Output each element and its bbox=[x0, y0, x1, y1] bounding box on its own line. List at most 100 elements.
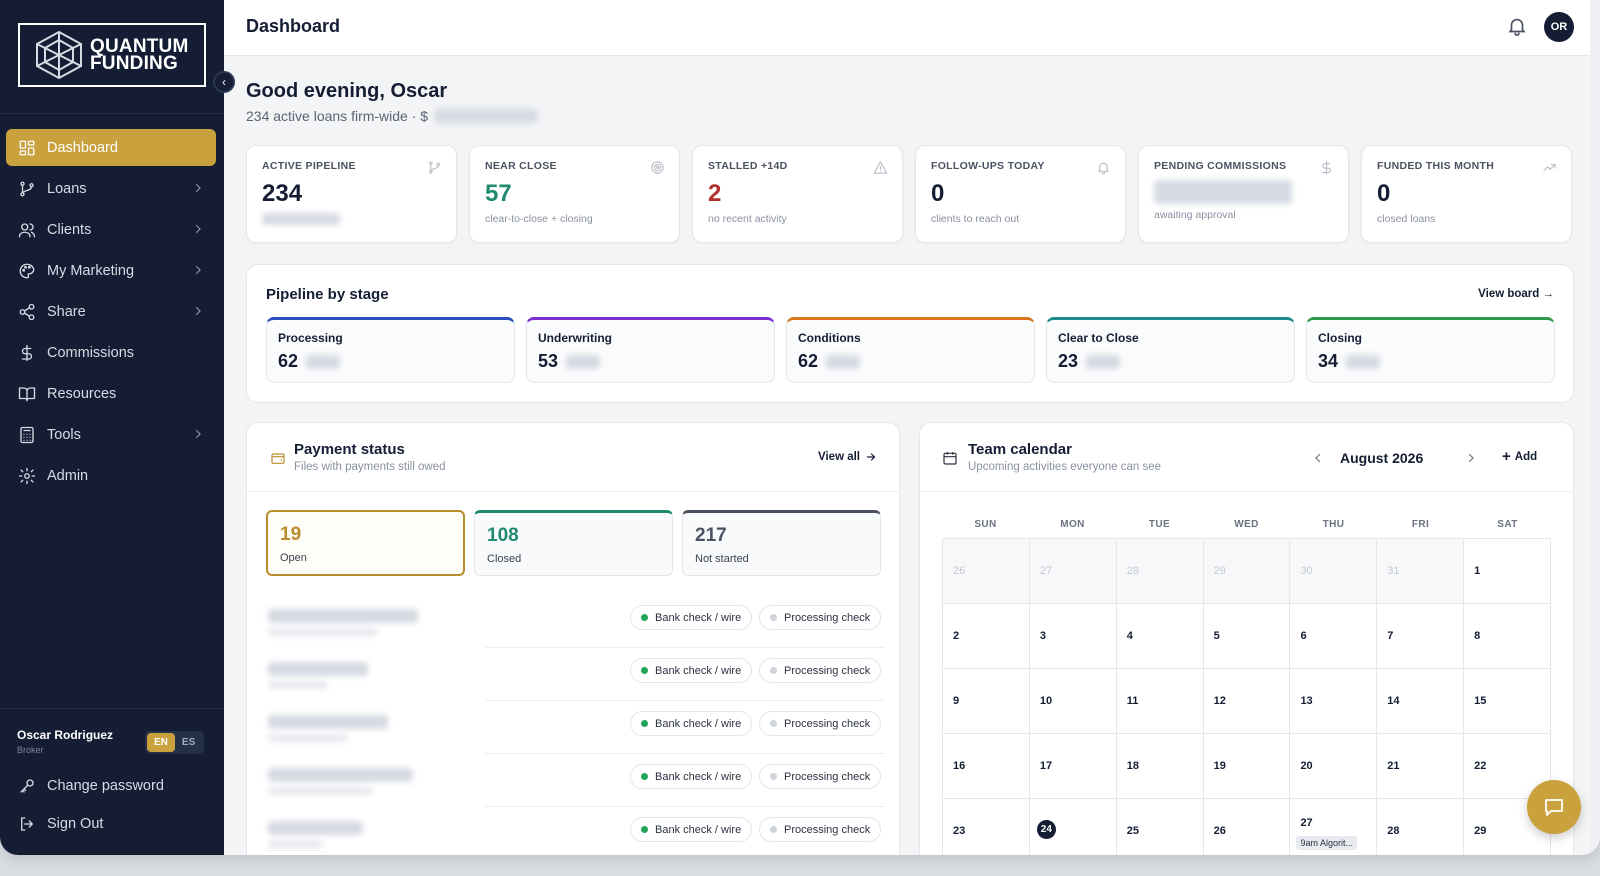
calendar-day[interactable]: 25 bbox=[1117, 799, 1204, 855]
calendar-day[interactable]: 6 bbox=[1290, 604, 1378, 669]
stat-label: FOLLOW-UPS TODAY bbox=[931, 160, 1045, 172]
sidebar-item-label: Admin bbox=[47, 467, 89, 484]
collapse-sidebar-button[interactable]: ‹ bbox=[213, 71, 235, 93]
payment-row[interactable]: Bank check / wire Processing check bbox=[247, 648, 903, 701]
calendar-day[interactable]: 19 bbox=[1203, 734, 1291, 799]
payment-method-badge: Bank check / wire bbox=[630, 764, 753, 789]
calendar-day[interactable]: 22 bbox=[1464, 734, 1552, 799]
stage-processing[interactable]: Processing 62 bbox=[266, 317, 515, 383]
sidebar-item-tools[interactable]: Tools bbox=[6, 416, 216, 453]
calendar-day[interactable]: 2 bbox=[943, 604, 1030, 669]
redacted-value bbox=[1154, 180, 1292, 204]
sidebar-item-admin[interactable]: Admin bbox=[6, 457, 216, 494]
payment-row[interactable]: Bank check / wire Processing check bbox=[247, 595, 903, 648]
calendar-day[interactable]: 18 bbox=[1116, 734, 1204, 799]
calendar-day[interactable]: 5 bbox=[1203, 604, 1291, 669]
payment-tab-label: Open bbox=[280, 552, 307, 564]
payment-tab-not-started[interactable]: 217 Not started bbox=[682, 510, 881, 576]
stat-label: STALLED +14D bbox=[708, 160, 788, 172]
sign-out-link[interactable]: Sign Out bbox=[18, 815, 103, 833]
calendar-day[interactable]: 15 bbox=[1464, 669, 1552, 734]
payment-tab-open[interactable]: 19 Open bbox=[266, 510, 465, 576]
calendar-day[interactable]: 4 bbox=[1116, 604, 1204, 669]
calendar-day[interactable]: 1 bbox=[1464, 539, 1552, 604]
stat-label: NEAR CLOSE bbox=[485, 160, 557, 172]
calendar-event[interactable]: 9am Algorit... bbox=[1296, 836, 1357, 850]
stat-sub bbox=[262, 213, 441, 225]
payment-row[interactable]: Bank check / wire Processing check bbox=[247, 754, 903, 807]
stat-card-active-pipeline[interactable]: ACTIVE PIPELINE 234 bbox=[246, 145, 457, 243]
calendar-day[interactable]: 20 bbox=[1290, 734, 1378, 799]
calendar-day[interactable]: 11 bbox=[1116, 669, 1204, 734]
payment-tab-closed[interactable]: 108 Closed bbox=[474, 510, 673, 576]
next-month-icon[interactable] bbox=[1465, 452, 1477, 464]
stage-clear-to-close[interactable]: Clear to Close 23 bbox=[1046, 317, 1295, 383]
calendar-day[interactable]: 24 bbox=[1030, 799, 1117, 855]
add-event-button[interactable]: + Add bbox=[1502, 448, 1537, 465]
calendar-day[interactable]: 29 bbox=[1203, 539, 1291, 604]
calendar-day[interactable]: 26 bbox=[1204, 799, 1291, 855]
calendar-day[interactable]: 21 bbox=[1377, 734, 1465, 799]
payment-row[interactable]: Bank check / wire Processing check bbox=[247, 807, 903, 855]
stat-card-stalled-14d[interactable]: STALLED +14D 2 no recent activity bbox=[692, 145, 903, 243]
sidebar-item-dashboard[interactable]: Dashboard bbox=[6, 129, 216, 166]
stage-name: Conditions bbox=[798, 331, 861, 345]
calendar-header: Team calendar Upcoming activities everyo… bbox=[968, 441, 1161, 473]
page-scrollbar[interactable] bbox=[1590, 0, 1600, 855]
calendar-day[interactable]: 3 bbox=[1029, 604, 1117, 669]
calendar-day[interactable]: 30 bbox=[1290, 539, 1378, 604]
sidebar-item-resources[interactable]: Resources bbox=[6, 375, 216, 412]
calendar-day[interactable]: 8 bbox=[1464, 604, 1552, 669]
calendar-day[interactable]: 28 bbox=[1377, 799, 1465, 855]
calendar-day[interactable]: 26 bbox=[943, 539, 1030, 604]
sidebar-item-my-marketing[interactable]: My Marketing bbox=[6, 252, 216, 289]
calendar-day[interactable]: 14 bbox=[1377, 669, 1465, 734]
weekday-label: SUN bbox=[974, 519, 997, 530]
prev-month-icon[interactable] bbox=[1312, 452, 1324, 464]
plus-icon: + bbox=[1502, 448, 1511, 465]
bell-icon bbox=[1098, 162, 1109, 175]
view-all-link[interactable]: View all bbox=[818, 451, 877, 463]
notifications-bell-icon[interactable] bbox=[1506, 15, 1528, 37]
calendar-day[interactable]: 28 bbox=[1116, 539, 1204, 604]
user-avatar[interactable]: OR bbox=[1544, 12, 1574, 42]
day-number: 6 bbox=[1300, 630, 1307, 642]
calendar-day[interactable]: 27 9am Algorit... bbox=[1290, 799, 1378, 855]
payment-method-text: Bank check / wire bbox=[655, 611, 742, 624]
language-option-es[interactable]: ES bbox=[181, 737, 196, 748]
calendar-day[interactable]: 16 bbox=[943, 734, 1030, 799]
calendar-day[interactable]: 13 bbox=[1290, 669, 1378, 734]
stat-card-follow-ups-today[interactable]: FOLLOW-UPS TODAY 0 clients to reach out bbox=[915, 145, 1126, 243]
chat-button[interactable] bbox=[1527, 780, 1581, 834]
chevron-right-icon bbox=[195, 224, 201, 234]
calendar-day[interactable]: 17 bbox=[1029, 734, 1117, 799]
calendar-day[interactable]: 7 bbox=[1377, 604, 1465, 669]
stage-closing[interactable]: Closing 34 bbox=[1306, 317, 1555, 383]
day-number: 1 bbox=[1474, 565, 1481, 577]
view-board-link[interactable]: View board → bbox=[1478, 288, 1554, 300]
stage-count: 53 bbox=[538, 351, 763, 372]
sidebar-item-share[interactable]: Share bbox=[6, 293, 216, 330]
payment-row[interactable]: Bank check / wire Processing check bbox=[247, 701, 903, 754]
stage-underwriting[interactable]: Underwriting 53 bbox=[526, 317, 775, 383]
calendar-day[interactable]: 31 bbox=[1377, 539, 1465, 604]
stat-card-funded-this-month[interactable]: FUNDED THIS MONTH 0 closed loans bbox=[1361, 145, 1572, 243]
sidebar-item-label: Commissions bbox=[47, 344, 135, 361]
calendar-day[interactable]: 23 bbox=[943, 799, 1030, 855]
change-password-link[interactable]: Change password bbox=[18, 777, 164, 795]
sidebar-item-loans[interactable]: Loans bbox=[6, 170, 216, 207]
calendar-day[interactable]: 12 bbox=[1203, 669, 1291, 734]
stat-card-near-close[interactable]: NEAR CLOSE 57 clear-to-close + closing bbox=[469, 145, 680, 243]
sidebar-item-commissions[interactable]: Commissions bbox=[6, 334, 216, 371]
calendar-day[interactable]: 10 bbox=[1029, 669, 1117, 734]
calendar-day[interactable]: 9 bbox=[943, 669, 1030, 734]
sidebar-item-clients[interactable]: Clients bbox=[6, 211, 216, 248]
language-option-en[interactable]: EN bbox=[147, 733, 175, 752]
stat-card-pending-commissions[interactable]: PENDING COMMISSIONS awaiting approval bbox=[1138, 145, 1349, 243]
greeting-subtitle-text: 234 active loans firm-wide · $ bbox=[246, 108, 429, 124]
calendar-day[interactable]: 27 bbox=[1029, 539, 1117, 604]
logo-icon bbox=[36, 30, 82, 80]
brand-logo[interactable]: QUANTUM FUNDING bbox=[18, 23, 206, 87]
payment-header: Payment status Files with payments still… bbox=[294, 441, 445, 473]
stage-conditions[interactable]: Conditions 62 bbox=[786, 317, 1035, 383]
